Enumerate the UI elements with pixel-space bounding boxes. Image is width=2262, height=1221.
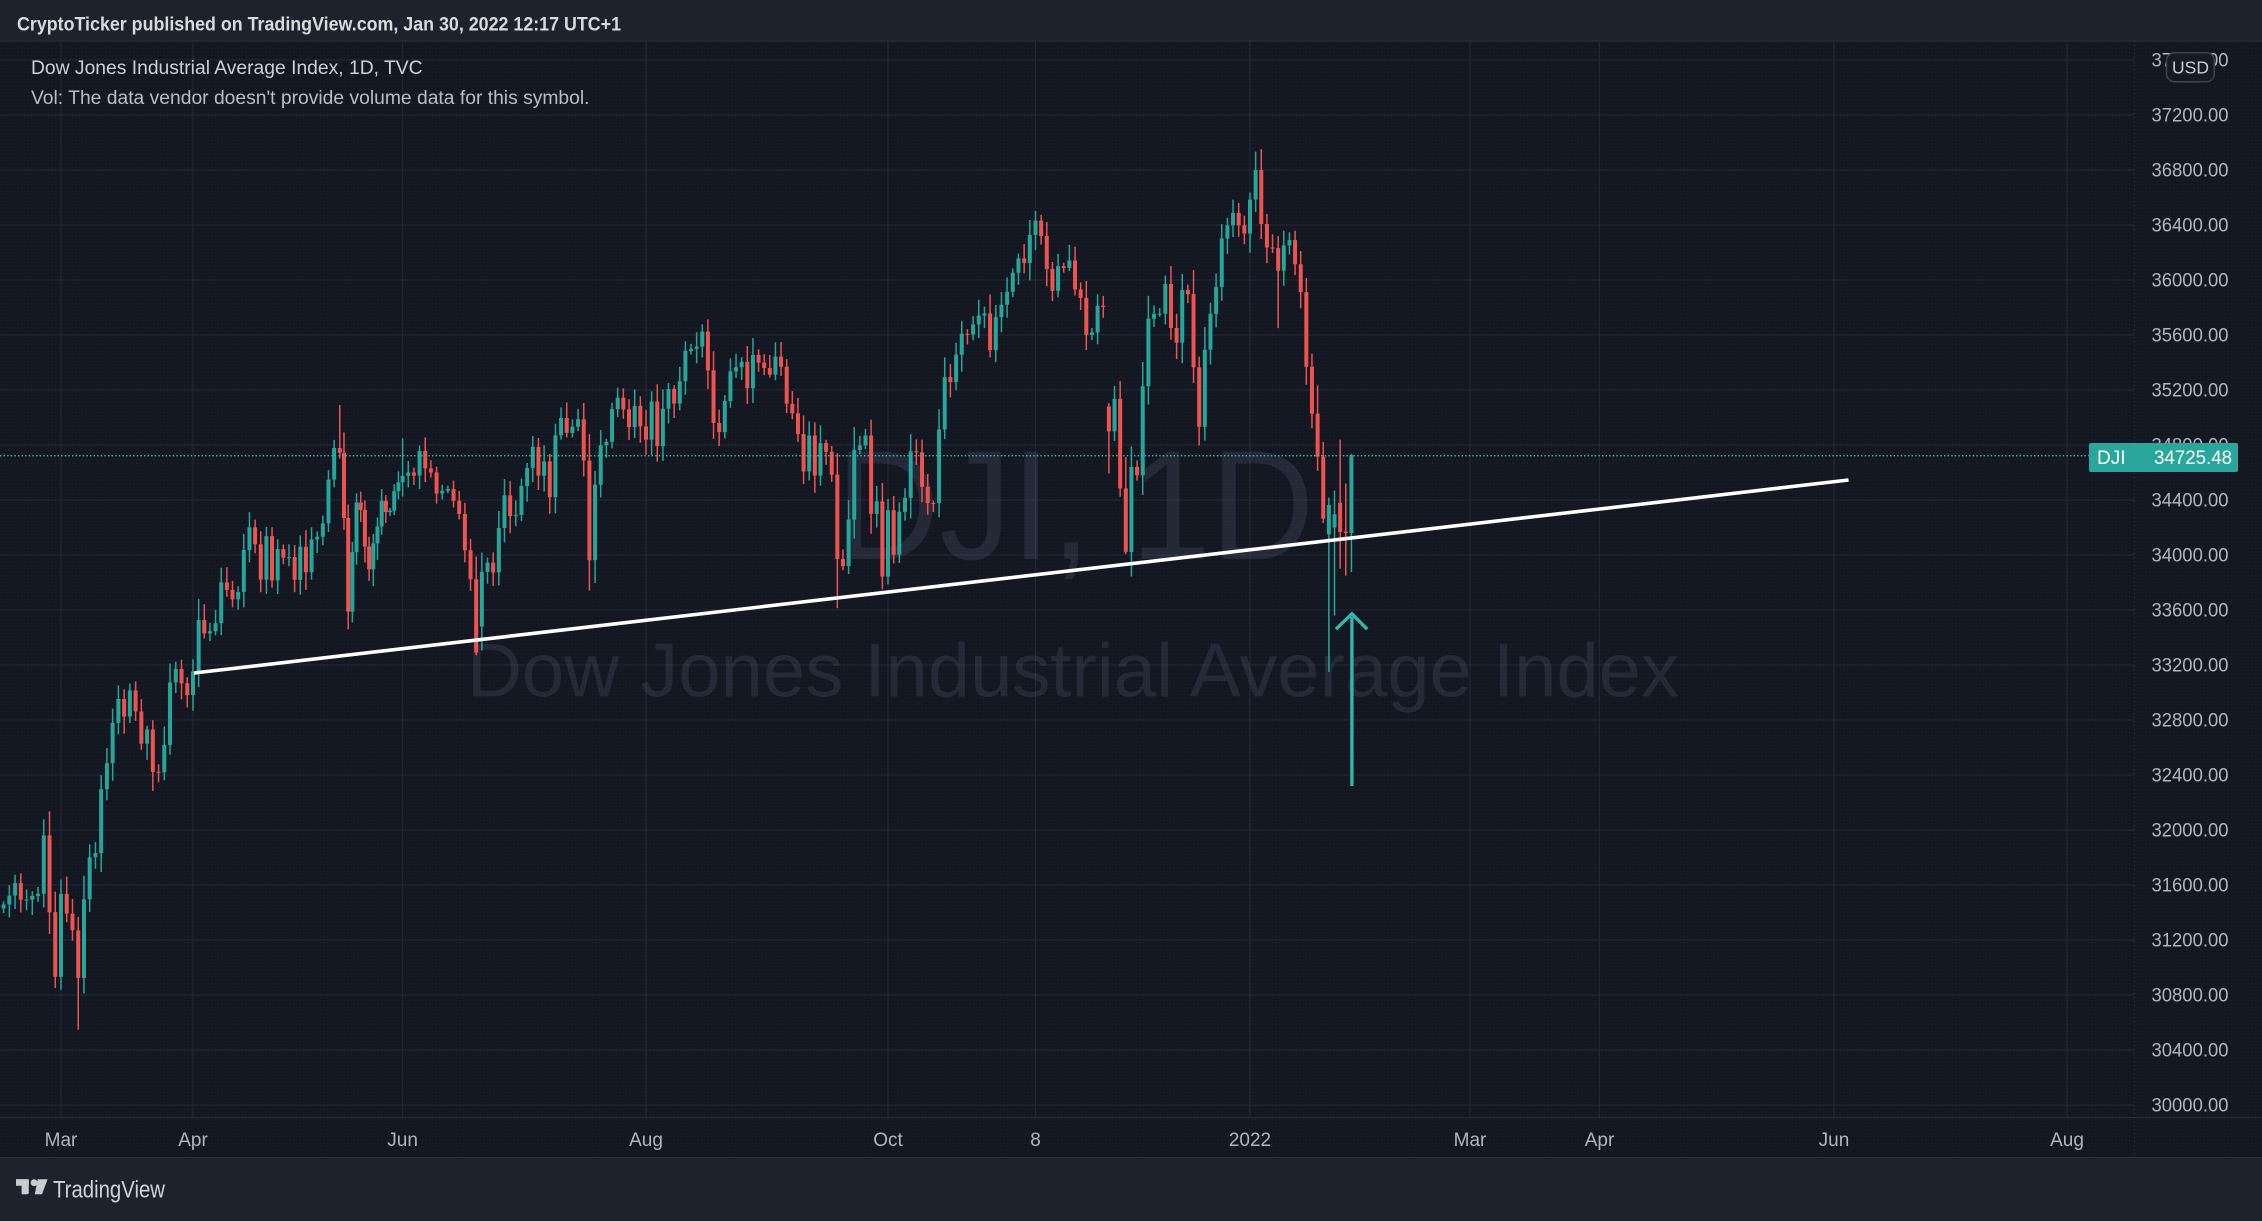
svg-text:31200.00: 31200.00 <box>2152 930 2229 952</box>
svg-text:34725.48: 34725.48 <box>2154 447 2232 469</box>
svg-text:30400.00: 30400.00 <box>2152 1040 2229 1062</box>
svg-text:8: 8 <box>1030 1130 1041 1151</box>
svg-text:Dow Jones Industrial Average I: Dow Jones Industrial Average Index, 1D, … <box>31 58 423 79</box>
svg-text:30800.00: 30800.00 <box>2152 985 2229 1007</box>
svg-text:Oct: Oct <box>873 1130 903 1151</box>
svg-text:Vol: The data vendor doesn't p: Vol: The data vendor doesn't provide vol… <box>31 88 590 109</box>
svg-text:Jun: Jun <box>1819 1130 1850 1151</box>
svg-text:Apr: Apr <box>178 1130 208 1151</box>
svg-text:CryptoTicker published on Trad: CryptoTicker published on TradingView.co… <box>17 14 621 36</box>
svg-text:32400.00: 32400.00 <box>2152 765 2229 787</box>
svg-text:DJI: DJI <box>2097 448 2126 469</box>
svg-text:36000.00: 36000.00 <box>2152 270 2229 292</box>
svg-text:35600.00: 35600.00 <box>2152 325 2229 347</box>
svg-text:Aug: Aug <box>629 1130 663 1151</box>
svg-text:35200.00: 35200.00 <box>2152 380 2229 402</box>
svg-text:Aug: Aug <box>2050 1130 2084 1151</box>
svg-text:Apr: Apr <box>1585 1130 1615 1151</box>
svg-text:2022: 2022 <box>1229 1130 1271 1151</box>
svg-text:TradingView: TradingView <box>53 1177 166 1204</box>
svg-text:36800.00: 36800.00 <box>2152 160 2229 182</box>
svg-text:USD: USD <box>2172 58 2209 78</box>
svg-text:DJI, 1D: DJI, 1D <box>836 419 1314 593</box>
svg-text:32800.00: 32800.00 <box>2152 710 2229 732</box>
svg-text:34000.00: 34000.00 <box>2152 545 2229 567</box>
svg-text:Mar: Mar <box>45 1130 78 1151</box>
svg-text:Mar: Mar <box>1454 1130 1487 1151</box>
svg-text:33600.00: 33600.00 <box>2152 600 2229 622</box>
svg-text:31600.00: 31600.00 <box>2152 875 2229 897</box>
svg-text:Dow Jones Industrial Average I: Dow Jones Industrial Average Index <box>467 629 1679 714</box>
svg-text:32000.00: 32000.00 <box>2152 820 2229 842</box>
svg-text:34400.00: 34400.00 <box>2152 490 2229 512</box>
svg-text:Jun: Jun <box>387 1130 418 1151</box>
svg-text:33200.00: 33200.00 <box>2152 655 2229 677</box>
svg-text:36400.00: 36400.00 <box>2152 215 2229 237</box>
svg-text:37200.00: 37200.00 <box>2152 105 2229 127</box>
svg-text:30000.00: 30000.00 <box>2152 1095 2229 1117</box>
